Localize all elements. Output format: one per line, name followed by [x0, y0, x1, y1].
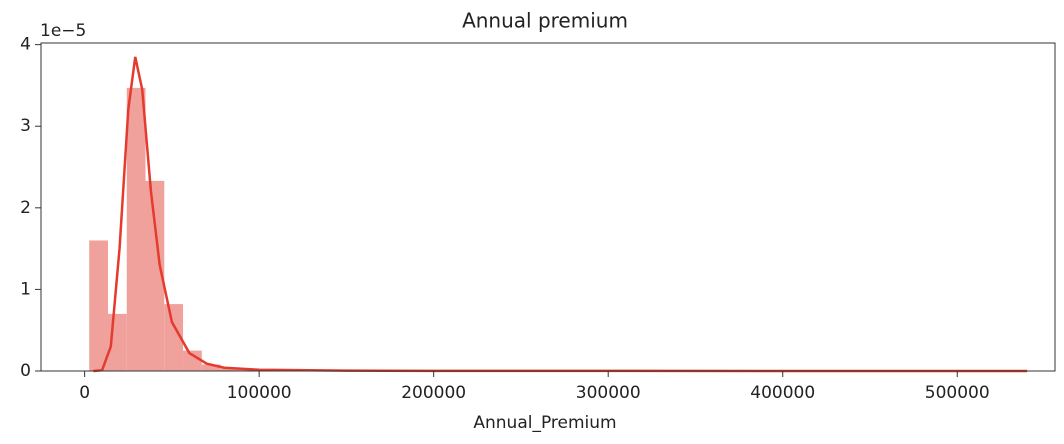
- x-axis-label: Annual_Premium: [473, 413, 616, 433]
- y-tick-label: 3: [20, 116, 31, 136]
- x-tick-label: 500000: [925, 383, 990, 403]
- y-tick-label: 1: [20, 279, 31, 299]
- x-tick-label: 400000: [750, 383, 815, 403]
- bar: [164, 304, 184, 371]
- kde-line: [93, 56, 1028, 373]
- x-tick-label: 300000: [576, 383, 641, 403]
- bar: [220, 368, 240, 371]
- y-offset-label: 1e−5: [40, 21, 86, 41]
- chart-title: Annual premium: [462, 9, 628, 33]
- bar: [201, 364, 221, 371]
- y-tick-label: 0: [20, 361, 31, 381]
- y-tick-label: 4: [20, 35, 31, 55]
- bar: [89, 240, 108, 371]
- plot-frame: [40, 42, 1056, 372]
- x-tick-label: 100000: [227, 383, 292, 403]
- x-tick-label: 200000: [401, 383, 466, 403]
- bar: [183, 350, 202, 371]
- y-tick-label: 2: [20, 198, 31, 218]
- bar: [145, 180, 165, 371]
- x-tick-label: 0: [79, 383, 90, 403]
- bar: [126, 87, 146, 372]
